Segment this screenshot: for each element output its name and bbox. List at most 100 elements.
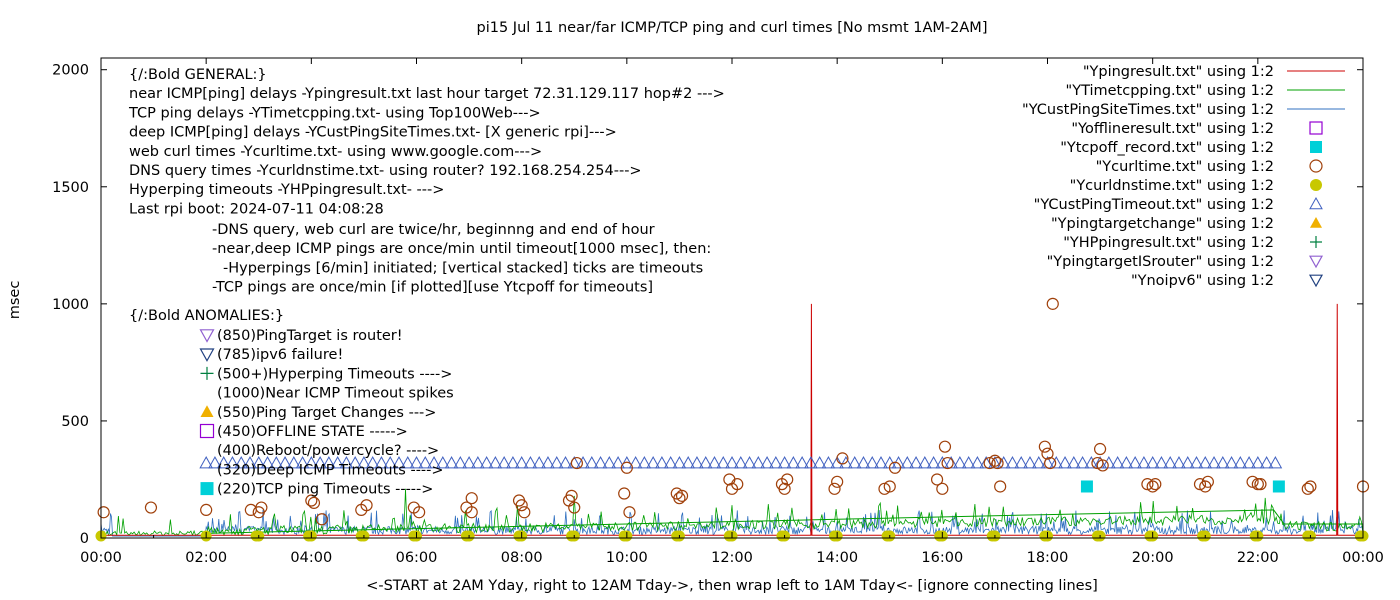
deep-timeout-marker (435, 456, 450, 469)
deep-timeout-marker (795, 456, 809, 469)
deep-timeout-marker (357, 456, 371, 469)
deep-timeout-marker (558, 456, 573, 469)
curl-time-marker (930, 473, 944, 486)
x-tick-label: 12:00 (711, 550, 753, 566)
deep-timeout-marker (681, 456, 696, 469)
deep-timeout-marker (1207, 456, 1221, 469)
x-tick-label: 16:00 (921, 550, 963, 566)
y-tick-label: 0 (80, 531, 89, 547)
annotation-anomaly-line: (550)Ping Target Changes ---> (217, 405, 436, 421)
deep-timeout-marker (532, 456, 547, 469)
deep-timeout-marker (909, 456, 923, 469)
plot-area (95, 297, 1370, 542)
deep-timeout-marker (208, 456, 222, 469)
y-tick-label: 1000 (52, 297, 89, 313)
annotation-anomaly-line: (500+)Hyperping Timeouts ----> (217, 366, 452, 382)
curl-time-marker (1038, 440, 1051, 453)
deep-timeout-marker (383, 456, 398, 469)
deep-timeout-marker (584, 456, 599, 469)
curl-time-marker (1146, 480, 1159, 493)
legend-label: "Ycurldnstime.txt" using 1:2 (1070, 178, 1274, 194)
deep-timeout-marker (1031, 456, 1046, 469)
curl-time-marker (255, 501, 268, 514)
x-tick-label: 18:00 (1027, 550, 1069, 566)
curl-time-marker (1091, 456, 1104, 470)
curl-time-marker (983, 456, 996, 470)
deep-timeout-marker (733, 456, 748, 469)
deep-timeout-marker (1224, 456, 1239, 469)
curl-time-marker (518, 506, 531, 519)
annotation-note-line: -DNS query, web curl are twice/hr, begin… (212, 222, 655, 238)
deep-timeout-marker (698, 456, 713, 469)
curl-time-marker (888, 461, 902, 474)
legend-marker-swatch (1310, 141, 1322, 153)
deep-timeout-marker (243, 456, 257, 469)
deep-timeout-marker (392, 456, 406, 469)
curl-time-marker (828, 482, 841, 495)
deep-timeout-marker (1014, 456, 1029, 469)
deep-timeout-marker (1110, 456, 1125, 469)
deep-timeout-marker (549, 456, 564, 469)
curl-time-marker (307, 496, 321, 509)
deep-timeout-marker (804, 456, 818, 469)
annotation-general-line: near ICMP[ping] delays -Ypingresult.txt … (129, 86, 725, 102)
curl-time-marker (413, 506, 426, 519)
annotation-anomaly-marker (200, 405, 214, 417)
annotation-note-line: -TCP pings are once/min [if plotted][use… (212, 280, 653, 296)
curl-time-marker (568, 501, 581, 514)
annotation-anomalies-title: {/:Bold ANOMALIES:} (129, 308, 284, 324)
deep-timeout-marker (199, 456, 214, 469)
curl-time-marker (97, 506, 110, 519)
legend-marker-swatch (1309, 159, 1323, 173)
deep-timeout-marker (234, 456, 249, 469)
deep-timeout-marker (479, 456, 494, 469)
annotation-note-line: -Hyperpings [6/min] initiated; [vertical… (223, 260, 703, 276)
legend-label: "YTimetcpping.txt" using 1:2 (1066, 83, 1274, 99)
series-tcp-ping-trend (206, 509, 1363, 534)
deep-timeout-marker (348, 456, 363, 469)
legend-marker-swatch (1308, 255, 1324, 269)
deep-timeout-marker (593, 456, 608, 469)
deep-timeout-marker (655, 456, 669, 469)
tcp-off-marker (1080, 480, 1093, 493)
tcp-off-marker (1272, 480, 1285, 493)
deep-timeout-marker (1101, 456, 1116, 469)
deep-timeout-marker (514, 456, 529, 469)
legend-label: "Ycurltime.txt" using 1:2 (1096, 159, 1274, 175)
deep-timeout-marker (278, 456, 292, 469)
deep-timeout-marker (839, 456, 853, 469)
legend-marker-swatch (1308, 274, 1324, 288)
deep-timeout-marker (812, 456, 827, 469)
deep-timeout-marker (462, 456, 476, 469)
curl-time-marker (515, 499, 528, 512)
x-tick-label: 04:00 (290, 550, 332, 566)
curl-time-marker (1193, 478, 1207, 491)
deep-timeout-marker (216, 456, 231, 469)
deep-timeout-marker (1259, 456, 1274, 469)
deep-timeout-marker (830, 456, 845, 469)
curl-time-marker (1096, 459, 1109, 472)
deep-timeout-marker (1215, 456, 1230, 469)
deep-timeout-marker (926, 456, 941, 469)
curl-time-marker (675, 489, 689, 502)
deep-timeout-marker (874, 456, 888, 469)
deep-timeout-marker (1163, 456, 1178, 469)
deep-timeout-marker (225, 456, 240, 469)
x-tick-label: 10:00 (606, 550, 648, 566)
curl-time-marker (938, 440, 952, 453)
deep-timeout-marker (1084, 456, 1099, 469)
deep-timeout-marker (1075, 456, 1090, 469)
axes: 00:00 02:00 04:00 06:00 08:00 10:00 12:00 14:00… (52, 58, 1384, 566)
annotation-anomaly-line: (1000)Near ICMP Timeout spikes (217, 386, 454, 402)
deep-timeout-marker (1189, 456, 1204, 469)
annotation-general-line: Hyperping timeouts -YHPpingresult.txt- -… (129, 182, 444, 198)
curl-time-marker (565, 489, 578, 502)
curl-time-marker (244, 503, 257, 517)
deep-timeout-marker (1119, 456, 1134, 469)
deep-timeout-marker (1005, 456, 1020, 469)
curl-time-marker (623, 506, 636, 519)
y-tick-label: 1500 (52, 180, 89, 196)
deep-timeout-marker (1128, 456, 1142, 469)
deep-timeout-marker (427, 456, 441, 469)
deep-timeout-marker (313, 456, 327, 469)
